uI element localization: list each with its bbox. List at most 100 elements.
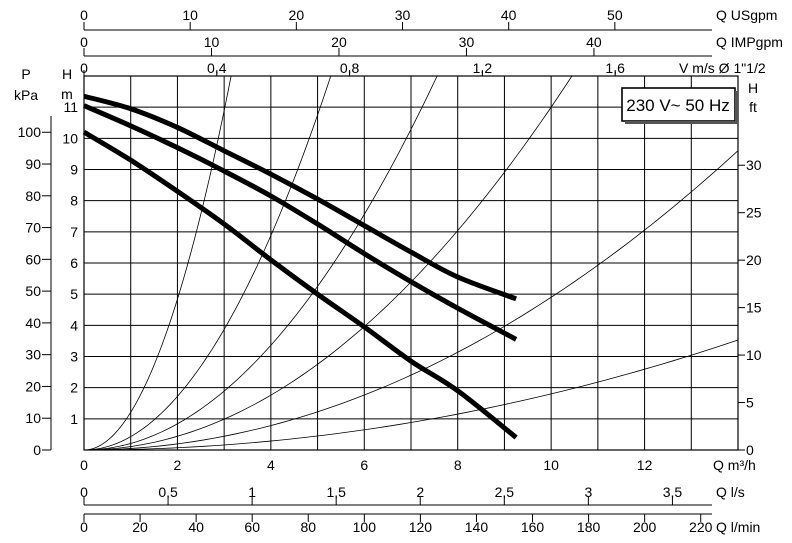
x-tick-label: 10 <box>543 457 559 473</box>
velocity-tick-label: 1,6 <box>605 60 625 76</box>
lps-tick-label: 1 <box>248 484 256 500</box>
pressure-tick-label: 80 <box>25 188 41 204</box>
impgpm-tick-label: 20 <box>331 34 347 50</box>
y-tick-label-m: 10 <box>62 130 78 146</box>
velocity-axis-label: V m/s Ø 1"1/2 <box>679 60 766 76</box>
feet-tick-label: 5 <box>746 395 754 411</box>
system-curve <box>83 75 332 451</box>
right-axis-label-symbol: H <box>748 80 758 96</box>
usgpm-tick-label: 10 <box>182 7 198 23</box>
feet-tick-label: 10 <box>746 347 762 363</box>
y-tick-label-m: 5 <box>70 286 78 302</box>
x-tick-label: 8 <box>454 457 462 473</box>
impgpm-tick-label: 0 <box>80 34 88 50</box>
usgpm-axis-label: Q USgpm <box>716 7 777 23</box>
y-tick-label-m: 9 <box>70 162 78 178</box>
impgpm-tick-label: 30 <box>459 34 475 50</box>
pressure-tick-label: 30 <box>25 347 41 363</box>
system-curve <box>83 75 573 451</box>
y-tick-label-m: 1 <box>70 411 78 427</box>
y-axis-label-unit: m <box>61 86 73 102</box>
pump-curve <box>83 93 517 302</box>
velocity-tick-label: 1,2 <box>473 60 493 76</box>
lpm-tick-label: 200 <box>633 519 657 535</box>
usgpm-tick-label: 30 <box>395 7 411 23</box>
y-tick-label-m: 8 <box>70 193 78 209</box>
pressure-tick-label: 70 <box>25 220 41 236</box>
x-axis-label: Q m³/h <box>713 457 756 473</box>
pump-curve <box>82 129 518 440</box>
y-tick-label-m: 7 <box>70 224 78 240</box>
pressure-tick-label: 10 <box>25 410 41 426</box>
lps-axis-label: Q l/s <box>716 484 745 500</box>
velocity-tick-label: 0 <box>80 60 88 76</box>
lps-tick-label: 3,5 <box>663 484 683 500</box>
lpm-tick-label: 160 <box>521 519 545 535</box>
impgpm-axis-label: Q IMPgpm <box>716 34 783 50</box>
lpm-tick-label: 100 <box>353 519 377 535</box>
lps-tick-label: 1,5 <box>326 484 346 500</box>
y-tick-label-m: 11 <box>63 99 78 115</box>
pressure-tick-label: 0 <box>33 442 41 458</box>
lpm-tick-label: 180 <box>577 519 601 535</box>
system-curve <box>83 75 438 451</box>
feet-tick-label: 20 <box>746 252 762 268</box>
impgpm-tick-label: 10 <box>204 34 220 50</box>
system-curve <box>83 339 739 451</box>
plot-frame <box>83 75 739 451</box>
y-tick-label-m: 2 <box>70 380 78 396</box>
pressure-axis-label-unit: kPa <box>14 87 38 103</box>
usgpm-tick-label: 0 <box>80 7 88 23</box>
chart-axes: 12345678910110102030405060708090100PkPaH… <box>14 7 783 535</box>
y-tick-label-m: 3 <box>70 349 78 365</box>
velocity-tick-label: 0,4 <box>207 60 227 76</box>
lpm-tick-label: 0 <box>80 519 88 535</box>
badge-text: 230 V~ 50 Hz <box>626 96 730 115</box>
lpm-tick-label: 220 <box>689 519 713 535</box>
pressure-axis-label-symbol: P <box>21 66 30 82</box>
pressure-tick-label: 20 <box>25 378 41 394</box>
lpm-tick-label: 80 <box>300 519 316 535</box>
impgpm-tick-label: 40 <box>586 34 602 50</box>
feet-tick-label: 15 <box>746 300 762 316</box>
x-tick-label: 6 <box>360 457 368 473</box>
pump-curves <box>82 93 518 440</box>
lpm-tick-label: 140 <box>465 519 489 535</box>
x-tick-label: 2 <box>174 457 182 473</box>
lps-tick-label: 0,5 <box>158 484 178 500</box>
velocity-tick-label: 0,8 <box>340 60 360 76</box>
lps-tick-label: 2 <box>416 484 424 500</box>
pressure-tick-label: 50 <box>25 283 41 299</box>
voltage-frequency-badge: 230 V~ 50 Hz <box>621 87 738 124</box>
lpm-tick-label: 40 <box>188 519 204 535</box>
system-curve <box>83 75 232 451</box>
usgpm-tick-label: 50 <box>607 7 623 23</box>
usgpm-tick-label: 40 <box>501 7 517 23</box>
lpm-tick-label: 60 <box>244 519 260 535</box>
chart-grid <box>83 75 739 451</box>
usgpm-tick-label: 20 <box>289 7 305 23</box>
feet-tick-label: 0 <box>746 442 754 458</box>
x-tick-label: 4 <box>267 457 275 473</box>
lpm-tick-label: 20 <box>132 519 148 535</box>
system-curve <box>83 150 739 451</box>
x-tick-label: 12 <box>637 457 653 473</box>
lpm-axis-label: Q l/min <box>716 519 760 535</box>
y-tick-label-m: 6 <box>70 255 78 271</box>
feet-tick-label: 30 <box>746 157 762 173</box>
lps-tick-label: 3 <box>584 484 592 500</box>
pump-curve <box>83 103 518 342</box>
x-tick-label: 0 <box>80 457 88 473</box>
pressure-tick-label: 90 <box>25 156 41 172</box>
y-axis-label-symbol: H <box>62 66 72 82</box>
system-curves <box>83 75 739 451</box>
right-axis-label-unit: ft <box>749 99 757 115</box>
lpm-tick-label: 120 <box>409 519 433 535</box>
lps-tick-label: 0 <box>80 484 88 500</box>
feet-tick-label: 25 <box>746 205 762 221</box>
y-tick-label-m: 4 <box>70 317 78 333</box>
pressure-tick-label: 60 <box>25 251 41 267</box>
pressure-tick-label: 40 <box>25 315 41 331</box>
pressure-tick-label: 100 <box>18 124 42 140</box>
